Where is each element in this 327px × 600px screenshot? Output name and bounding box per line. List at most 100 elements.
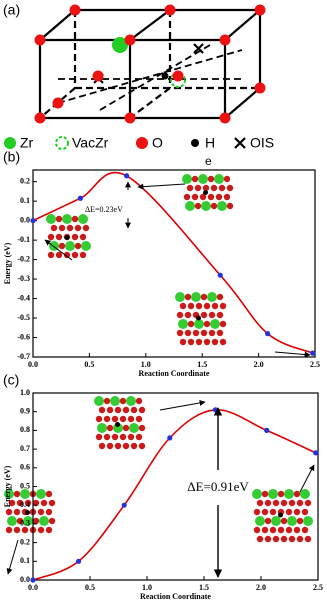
o-atom bbox=[261, 508, 269, 516]
zr-atom bbox=[36, 489, 46, 499]
legend-label: H bbox=[205, 135, 215, 151]
zr-atom bbox=[303, 516, 313, 526]
o-atom bbox=[114, 406, 122, 414]
plot-frame bbox=[32, 169, 316, 358]
h-atom bbox=[203, 190, 208, 195]
h-atom bbox=[278, 512, 283, 518]
legend-label: VacZr bbox=[72, 135, 109, 151]
x-tick-label: 1.5 bbox=[199, 583, 209, 592]
y-tick-label: -0.6 bbox=[17, 332, 30, 341]
o-atom bbox=[226, 202, 234, 210]
legend: Zr VacZr O H OIS bbox=[4, 135, 274, 151]
o-atom bbox=[74, 224, 82, 232]
zr-atom bbox=[97, 423, 107, 433]
x-tick-label: 2.0 bbox=[254, 360, 264, 369]
o-atom bbox=[164, 4, 176, 16]
o-atom bbox=[187, 320, 195, 328]
o-atom bbox=[280, 499, 288, 507]
o-atom bbox=[219, 302, 227, 310]
zr-atom bbox=[78, 214, 88, 224]
x-axis-label: Reaction Coordinate bbox=[139, 369, 210, 378]
y-tick-label: -0.5 bbox=[17, 313, 30, 322]
o-atom bbox=[119, 415, 127, 423]
o-atom bbox=[55, 233, 63, 241]
o-atom bbox=[223, 175, 231, 183]
o-atom bbox=[103, 397, 111, 405]
o-atom bbox=[119, 397, 127, 405]
o-atom bbox=[34, 112, 46, 124]
x-tick-label: 2.0 bbox=[256, 583, 266, 592]
o-atom bbox=[202, 184, 210, 192]
o-atom bbox=[135, 397, 143, 405]
y-tick-label: -0.4 bbox=[17, 293, 30, 302]
o-atom bbox=[45, 508, 53, 516]
o-atom bbox=[194, 184, 202, 192]
o-atom bbox=[119, 433, 127, 441]
o-atom bbox=[296, 499, 304, 507]
o-atom bbox=[293, 526, 301, 534]
point bbox=[121, 502, 127, 508]
zr-atom bbox=[217, 201, 227, 211]
o-atom bbox=[55, 215, 63, 223]
structure-inset bbox=[94, 396, 146, 452]
o-atom bbox=[187, 338, 195, 346]
o-atom bbox=[103, 433, 111, 441]
o-atom bbox=[55, 251, 63, 259]
o-atom bbox=[92, 70, 104, 82]
zr-atom bbox=[201, 201, 211, 211]
o-atom bbox=[223, 193, 231, 201]
o-atom bbox=[16, 517, 24, 525]
o-atom bbox=[127, 433, 135, 441]
o-atom bbox=[82, 224, 90, 232]
arrow bbox=[6, 539, 19, 575]
o-atom bbox=[264, 499, 272, 507]
x-axis-label: Reaction Coordinate bbox=[140, 592, 211, 600]
o-atom bbox=[272, 535, 280, 543]
o-atom bbox=[79, 251, 87, 259]
o-atom bbox=[71, 233, 79, 241]
o-atom bbox=[40, 499, 48, 507]
x-tick-label: 2.5 bbox=[310, 360, 320, 369]
x-tick-label: 0.5 bbox=[84, 360, 94, 369]
o-atom bbox=[218, 184, 226, 192]
zr-atom bbox=[207, 292, 217, 302]
zr-atom bbox=[198, 174, 208, 184]
zr-atom bbox=[175, 292, 185, 302]
legend-swatch bbox=[4, 137, 16, 149]
y-axis-label: Energy (eV) bbox=[3, 242, 12, 284]
zr-atom bbox=[252, 489, 262, 499]
o-atom bbox=[264, 517, 272, 525]
o-atom bbox=[264, 535, 272, 543]
legend-label: Zr bbox=[20, 135, 34, 151]
x-tick-label: 0.0 bbox=[28, 360, 38, 369]
structure-inset bbox=[4, 489, 56, 535]
point bbox=[76, 558, 82, 564]
y-tick-label: 0.4 bbox=[20, 500, 30, 509]
o-atom bbox=[135, 415, 143, 423]
arrow bbox=[159, 399, 206, 411]
o-atom bbox=[52, 97, 64, 109]
o-atom bbox=[191, 175, 199, 183]
o-atom bbox=[69, 4, 81, 16]
o-atom bbox=[5, 526, 13, 534]
o-atom bbox=[261, 526, 269, 534]
o-atom bbox=[32, 499, 40, 507]
o-atom bbox=[216, 329, 224, 337]
o-atom bbox=[124, 112, 136, 124]
o-atom bbox=[34, 34, 46, 46]
y-tick-label: -0.2 bbox=[17, 254, 30, 263]
o-atom bbox=[256, 535, 264, 543]
o-atom bbox=[187, 302, 195, 310]
o-atom bbox=[211, 338, 219, 346]
o-atom bbox=[95, 415, 103, 423]
o-atom bbox=[124, 34, 136, 46]
y-tick-label: 0.1 bbox=[20, 556, 30, 565]
curve bbox=[32, 171, 314, 354]
structure-inset bbox=[252, 489, 313, 543]
legend-swatch bbox=[55, 136, 69, 150]
point bbox=[265, 331, 271, 337]
o-atom bbox=[192, 329, 200, 337]
o-atom bbox=[111, 433, 119, 441]
note: e bbox=[205, 154, 212, 168]
o-atom bbox=[71, 251, 79, 259]
